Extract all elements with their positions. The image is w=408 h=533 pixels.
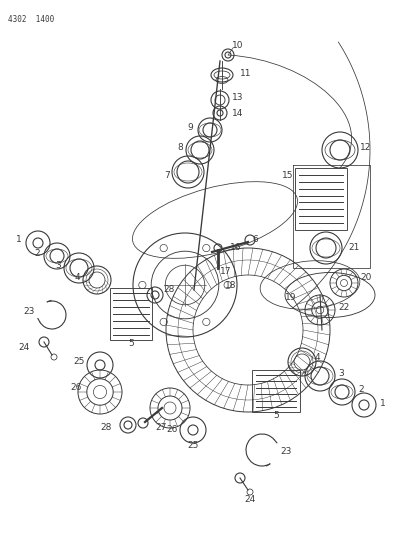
Bar bbox=[295, 168, 347, 230]
Text: 4302  1400: 4302 1400 bbox=[8, 15, 54, 24]
Text: 3: 3 bbox=[338, 369, 344, 378]
Text: 13: 13 bbox=[232, 93, 244, 102]
Text: 1: 1 bbox=[16, 236, 22, 245]
Text: 5: 5 bbox=[273, 411, 279, 421]
Text: 12: 12 bbox=[360, 143, 371, 152]
Text: 16: 16 bbox=[230, 244, 242, 253]
Text: 14: 14 bbox=[232, 109, 244, 117]
Text: 24: 24 bbox=[19, 343, 30, 352]
Text: 2: 2 bbox=[34, 249, 40, 259]
Text: 11: 11 bbox=[240, 69, 251, 77]
Text: 8: 8 bbox=[177, 143, 183, 152]
Text: 9: 9 bbox=[187, 124, 193, 133]
Text: 28: 28 bbox=[163, 286, 174, 295]
Text: 4: 4 bbox=[315, 353, 321, 362]
Text: 4: 4 bbox=[74, 273, 80, 282]
Text: 28: 28 bbox=[101, 424, 112, 432]
Text: 10: 10 bbox=[232, 41, 244, 50]
Text: 23: 23 bbox=[280, 448, 291, 456]
Text: 20: 20 bbox=[360, 273, 371, 282]
Text: 24: 24 bbox=[244, 496, 256, 505]
Text: 27: 27 bbox=[155, 424, 166, 432]
Text: 19: 19 bbox=[285, 294, 297, 303]
Text: 26: 26 bbox=[71, 384, 82, 392]
Text: 2: 2 bbox=[358, 385, 364, 394]
Text: 25: 25 bbox=[73, 358, 85, 367]
Text: 18: 18 bbox=[225, 280, 237, 289]
Text: 17: 17 bbox=[220, 268, 231, 277]
Text: 5: 5 bbox=[128, 340, 134, 349]
Text: 26: 26 bbox=[166, 425, 178, 434]
Text: 1: 1 bbox=[380, 399, 386, 408]
Text: 21: 21 bbox=[348, 244, 359, 253]
Bar bbox=[252, 370, 300, 412]
Bar bbox=[110, 288, 152, 340]
Text: 3: 3 bbox=[55, 262, 61, 271]
Text: 7: 7 bbox=[164, 171, 170, 180]
Text: 15: 15 bbox=[282, 172, 293, 181]
Text: 23: 23 bbox=[24, 308, 35, 317]
Text: 6: 6 bbox=[252, 236, 258, 245]
Text: 25: 25 bbox=[187, 441, 199, 450]
Text: 22: 22 bbox=[338, 303, 349, 312]
